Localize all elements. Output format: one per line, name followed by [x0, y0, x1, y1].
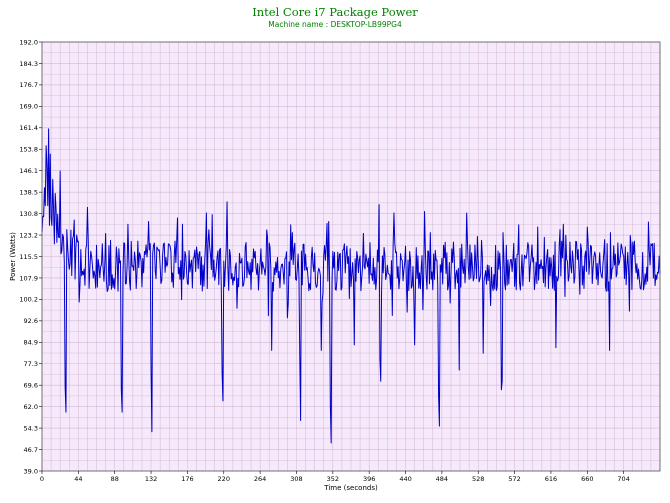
- series-layer: [41, 128, 661, 444]
- y-tick-label: 84.9: [24, 339, 38, 347]
- chart-title: Intel Core i7 Package Power: [252, 5, 418, 19]
- x-tick-label: 440: [399, 475, 411, 483]
- x-tick-label: 44: [74, 475, 82, 483]
- x-axis: 0 44 88 132 176 220 264 308 352 396 440 484 528 572 61…: [40, 471, 630, 483]
- y-tick-label: 54.3: [24, 424, 38, 432]
- y-axis-label: Power (Watts): [9, 232, 17, 281]
- y-tick-label: 161.4: [19, 124, 38, 132]
- y-tick-label: 46.7: [24, 446, 38, 454]
- y-tick-label: 146.1: [19, 167, 38, 175]
- x-tick-label: 396: [363, 475, 375, 483]
- x-tick-label: 704: [617, 475, 629, 483]
- power-series-line: [41, 128, 661, 444]
- x-tick-label: 308: [290, 475, 302, 483]
- x-tick-label: 0: [40, 475, 44, 483]
- x-tick-label: 484: [436, 475, 448, 483]
- x-tick-label: 88: [111, 475, 119, 483]
- x-tick-label: 132: [145, 475, 157, 483]
- x-tick-label: 352: [327, 475, 339, 483]
- y-tick-label: 92.6: [24, 317, 38, 325]
- x-tick-label: 528: [472, 475, 484, 483]
- y-tick-label: 138.5: [19, 188, 38, 196]
- y-axis: 39.0 46.7 54.3 62.0 69.6 77.3 84.9 92.6 100.2 107…: [19, 38, 42, 475]
- y-tick-label: 123.2: [19, 231, 38, 239]
- y-tick-label: 176.7: [19, 81, 38, 89]
- y-tick-label: 77.3: [24, 360, 38, 368]
- x-tick-label: 616: [545, 475, 557, 483]
- x-tick-label: 660: [581, 475, 593, 483]
- y-tick-label: 39.0: [24, 467, 38, 475]
- x-tick-label: 176: [181, 475, 193, 483]
- x-axis-label: Time (seconds): [323, 484, 378, 492]
- y-tick-label: 153.8: [19, 146, 38, 154]
- y-tick-label: 130.8: [19, 210, 38, 218]
- y-tick-label: 192.0: [19, 38, 38, 46]
- y-tick-label: 69.6: [24, 382, 38, 390]
- x-tick-label: 220: [218, 475, 230, 483]
- y-tick-label: 169.0: [19, 103, 38, 111]
- chart-subtitle: Machine name : DESKTOP-LB99PG4: [268, 20, 402, 29]
- y-tick-label: 184.3: [19, 60, 38, 68]
- x-tick-label: 572: [508, 475, 520, 483]
- x-tick-label: 264: [254, 475, 266, 483]
- y-tick-label: 107.9: [19, 274, 38, 282]
- y-tick-label: 62.0: [24, 403, 38, 411]
- y-tick-label: 100.2: [19, 296, 38, 304]
- y-tick-label: 115.5: [19, 253, 38, 261]
